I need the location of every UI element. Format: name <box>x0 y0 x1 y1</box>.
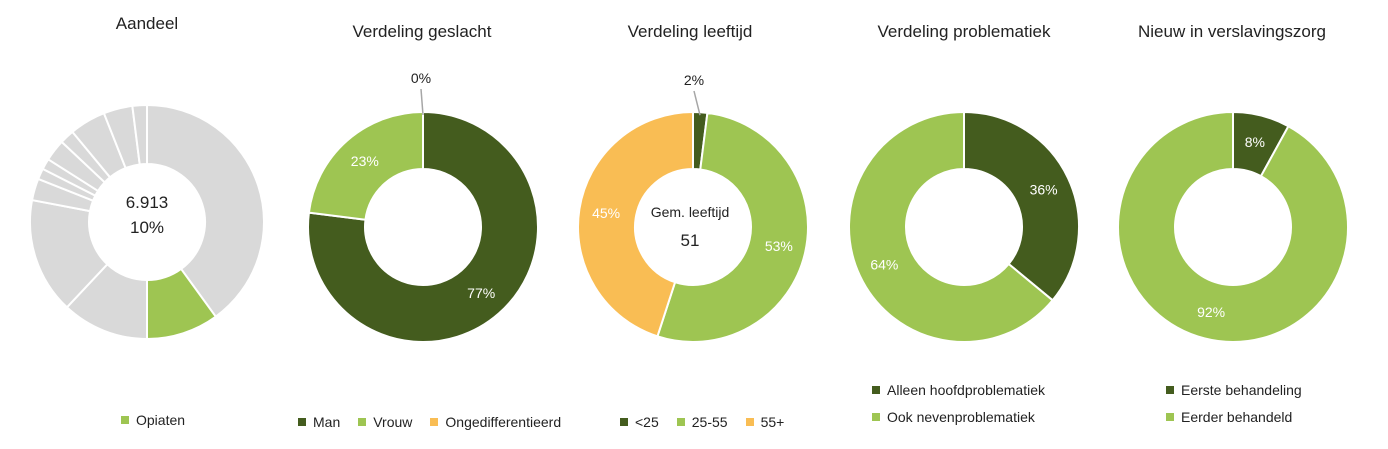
legend-label: Vrouw <box>373 414 413 430</box>
data-label-25-55: 53% <box>765 238 793 254</box>
legend-swatch-lt25 <box>620 418 628 426</box>
legend-swatch-eerste <box>1166 386 1174 394</box>
legend-item: Alleen hoofdproblematiek <box>872 382 1045 398</box>
legend-item: Eerste behandeling <box>1166 382 1302 398</box>
slice-alleen-hoofdproblematiek-0 <box>963 110 1080 302</box>
legend-swatch-25-55 <box>676 418 685 426</box>
center-label-leeftijd: Gem. leeftijd <box>650 204 730 220</box>
legend-swatch-ook <box>872 413 880 421</box>
legend-label: Ongedifferentieerd <box>445 414 562 430</box>
legend-swatch-eerder <box>1166 413 1174 421</box>
legend-label: Eerste behandeling <box>1181 382 1302 398</box>
data-label-man: 77% <box>467 285 495 301</box>
chart-title-problematiek: Verdeling problematiek <box>877 22 1051 41</box>
leader-line <box>693 90 701 116</box>
slice-25-55-1 <box>656 111 809 343</box>
legend-problematiek: Alleen hoofdproblematiek Ook nevenproble… <box>872 382 1045 425</box>
legend-item: Ook nevenproblematiek <box>872 409 1045 425</box>
slice-other-0 <box>146 103 265 319</box>
legend-leeftijd: <25 25-55 55+ <box>620 414 784 430</box>
legend-item: Man <box>298 414 340 430</box>
legend-label: Man <box>313 414 341 430</box>
legend-swatch-alleen <box>872 386 880 394</box>
legend-label: Eerder behandeld <box>1181 409 1293 425</box>
legend-item: 55+ <box>745 414 785 430</box>
center-value-leeftijd: 51 <box>680 231 700 250</box>
legend-swatch-ongedifferentieerd <box>430 418 439 426</box>
slice-man-0 <box>307 110 539 343</box>
data-label-55: 45% <box>592 205 620 221</box>
donut-leeftijd: 2% 53% 45% <box>577 72 809 343</box>
legend-label: Alleen hoofdproblematiek <box>887 382 1045 398</box>
legend-item: <25 <box>620 414 659 430</box>
chart-title-nieuw: Nieuw in verslavingszorg <box>1137 22 1327 41</box>
data-label-vrouw: 23% <box>351 153 379 169</box>
chart-title-geslacht: Verdeling geslacht <box>352 22 492 41</box>
data-label-25: 2% <box>684 72 704 88</box>
donut-nieuw: 8% 92% <box>1117 110 1349 343</box>
legend-item: Vrouw <box>358 414 412 430</box>
legend-item: Ongedifferentieerd <box>430 414 561 430</box>
slice-other-11 <box>131 103 148 166</box>
chart-title-aandeel: Aandeel <box>115 14 179 33</box>
slice-vrouw-1 <box>307 110 424 221</box>
data-label-ook-nevenproblematiek: 64% <box>870 256 898 272</box>
center-value-aandeel: 6.913 <box>125 193 169 212</box>
legend-nieuw: Eerste behandeling Eerder behandeld <box>1166 382 1302 425</box>
legend-label: 55+ <box>760 414 785 430</box>
slice-eerder-behandeld-1 <box>1117 110 1349 343</box>
slice-55-2 <box>577 110 694 338</box>
leader-line <box>420 88 424 116</box>
donut-geslacht: 77% 23% 0% <box>307 70 539 343</box>
legend-swatch-man <box>298 418 306 426</box>
legend-label: Opiaten <box>136 412 186 428</box>
legend-item: Eerder behandeld <box>1166 409 1302 425</box>
data-label-alleen-hoofdproblematiek: 36% <box>1030 182 1058 198</box>
data-label-ongedifferentieerd: 0% <box>411 70 431 86</box>
donut-aandeel <box>29 103 265 341</box>
legend-swatch-55plus <box>745 418 754 426</box>
legend-label: <25 <box>635 414 659 430</box>
legend-item: Opiaten <box>121 412 185 428</box>
data-label-eerder-behandeld: 92% <box>1197 304 1225 320</box>
legend-swatch-opiaten <box>121 416 129 424</box>
slice-ook-nevenproblematiek-1 <box>848 110 1055 343</box>
donut-problematiek: 36% 64% <box>848 110 1080 343</box>
chart-title-leeftijd: Verdeling leeftijd <box>627 22 753 41</box>
data-label-eerste-behandeling: 8% <box>1245 134 1265 150</box>
legend-swatch-vrouw <box>358 418 367 426</box>
center-percent-aandeel: 10% <box>129 218 165 237</box>
legend-label: Ook nevenproblematiek <box>887 409 1035 425</box>
legend-geslacht: Man Vrouw Ongedifferentieerd <box>298 414 561 430</box>
legend-label: 25-55 <box>691 414 728 430</box>
legend-item: 25-55 <box>676 414 728 430</box>
legend-aandeel: Opiaten <box>121 412 185 428</box>
